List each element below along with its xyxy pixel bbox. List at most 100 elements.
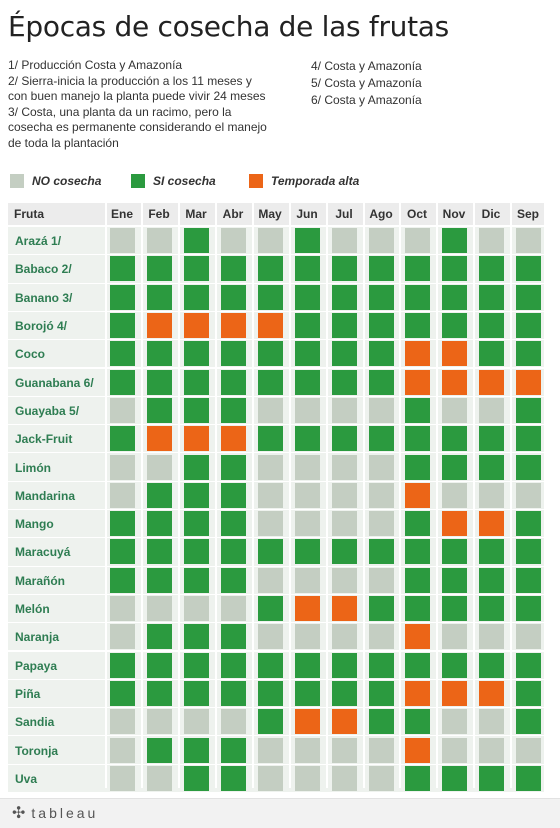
heatmap-cell[interactable] bbox=[109, 284, 135, 310]
heatmap-cell[interactable] bbox=[183, 596, 209, 622]
heatmap-cell[interactable] bbox=[294, 482, 320, 508]
heatmap-cell[interactable] bbox=[183, 369, 209, 395]
heatmap-cell[interactable] bbox=[478, 652, 504, 678]
heatmap-cell[interactable] bbox=[515, 454, 541, 480]
heatmap-cell[interactable] bbox=[404, 341, 430, 367]
heatmap-cell[interactable] bbox=[331, 369, 357, 395]
heatmap-cell[interactable] bbox=[146, 737, 172, 763]
heatmap-cell[interactable] bbox=[109, 652, 135, 678]
heatmap-cell[interactable] bbox=[404, 709, 430, 735]
heatmap-cell[interactable] bbox=[331, 511, 357, 537]
heatmap-cell[interactable] bbox=[441, 313, 467, 339]
heatmap-cell[interactable] bbox=[331, 426, 357, 452]
heatmap-cell[interactable] bbox=[404, 426, 430, 452]
heatmap-cell[interactable] bbox=[368, 313, 394, 339]
heatmap-cell[interactable] bbox=[257, 567, 283, 593]
heatmap-cell[interactable] bbox=[404, 652, 430, 678]
heatmap-cell[interactable] bbox=[441, 511, 467, 537]
heatmap-cell[interactable] bbox=[146, 482, 172, 508]
heatmap-cell[interactable] bbox=[183, 680, 209, 706]
heatmap-cell[interactable] bbox=[183, 737, 209, 763]
heatmap-cell[interactable] bbox=[257, 397, 283, 423]
heatmap-cell[interactable] bbox=[441, 680, 467, 706]
heatmap-cell[interactable] bbox=[220, 596, 246, 622]
heatmap-cell[interactable] bbox=[146, 369, 172, 395]
heatmap-cell[interactable] bbox=[220, 369, 246, 395]
heatmap-cell[interactable] bbox=[478, 454, 504, 480]
heatmap-cell[interactable] bbox=[478, 680, 504, 706]
heatmap-cell[interactable] bbox=[183, 256, 209, 282]
heatmap-cell[interactable] bbox=[257, 624, 283, 650]
heatmap-cell[interactable] bbox=[515, 256, 541, 282]
heatmap-cell[interactable] bbox=[515, 426, 541, 452]
heatmap-cell[interactable] bbox=[294, 624, 320, 650]
heatmap-cell[interactable] bbox=[220, 426, 246, 452]
heatmap-cell[interactable] bbox=[478, 397, 504, 423]
heatmap-cell[interactable] bbox=[515, 680, 541, 706]
heatmap-cell[interactable] bbox=[183, 454, 209, 480]
heatmap-cell[interactable] bbox=[257, 369, 283, 395]
heatmap-cell[interactable] bbox=[257, 765, 283, 791]
heatmap-cell[interactable] bbox=[331, 341, 357, 367]
heatmap-cell[interactable] bbox=[441, 567, 467, 593]
heatmap-cell[interactable] bbox=[441, 737, 467, 763]
heatmap-cell[interactable] bbox=[404, 228, 430, 254]
heatmap-cell[interactable] bbox=[331, 737, 357, 763]
heatmap-cell[interactable] bbox=[478, 596, 504, 622]
heatmap-cell[interactable] bbox=[515, 511, 541, 537]
heatmap-cell[interactable] bbox=[441, 709, 467, 735]
heatmap-cell[interactable] bbox=[515, 341, 541, 367]
heatmap-cell[interactable] bbox=[515, 284, 541, 310]
heatmap-cell[interactable] bbox=[441, 397, 467, 423]
heatmap-cell[interactable] bbox=[146, 765, 172, 791]
heatmap-cell[interactable] bbox=[183, 228, 209, 254]
heatmap-cell[interactable] bbox=[478, 228, 504, 254]
heatmap-cell[interactable] bbox=[183, 765, 209, 791]
heatmap-cell[interactable] bbox=[220, 256, 246, 282]
heatmap-cell[interactable] bbox=[515, 228, 541, 254]
heatmap-cell[interactable] bbox=[331, 482, 357, 508]
heatmap-cell[interactable] bbox=[257, 284, 283, 310]
legend-item-temporada-alta[interactable]: Temporada alta bbox=[249, 172, 359, 190]
heatmap-cell[interactable] bbox=[257, 256, 283, 282]
heatmap-cell[interactable] bbox=[331, 652, 357, 678]
heatmap-cell[interactable] bbox=[441, 652, 467, 678]
heatmap-cell[interactable] bbox=[515, 369, 541, 395]
heatmap-cell[interactable] bbox=[220, 567, 246, 593]
heatmap-cell[interactable] bbox=[441, 539, 467, 565]
heatmap-cell[interactable] bbox=[368, 709, 394, 735]
heatmap-cell[interactable] bbox=[109, 256, 135, 282]
heatmap-cell[interactable] bbox=[441, 426, 467, 452]
heatmap-cell[interactable] bbox=[331, 709, 357, 735]
heatmap-cell[interactable] bbox=[368, 765, 394, 791]
heatmap-cell[interactable] bbox=[220, 652, 246, 678]
heatmap-cell[interactable] bbox=[257, 228, 283, 254]
heatmap-cell[interactable] bbox=[257, 596, 283, 622]
heatmap-cell[interactable] bbox=[404, 511, 430, 537]
heatmap-cell[interactable] bbox=[441, 765, 467, 791]
heatmap-cell[interactable] bbox=[368, 624, 394, 650]
heatmap-cell[interactable] bbox=[109, 482, 135, 508]
heatmap-cell[interactable] bbox=[515, 397, 541, 423]
heatmap-cell[interactable] bbox=[478, 511, 504, 537]
heatmap-cell[interactable] bbox=[109, 680, 135, 706]
heatmap-cell[interactable] bbox=[294, 454, 320, 480]
heatmap-cell[interactable] bbox=[294, 397, 320, 423]
heatmap-cell[interactable] bbox=[257, 482, 283, 508]
heatmap-cell[interactable] bbox=[109, 765, 135, 791]
heatmap-cell[interactable] bbox=[331, 539, 357, 565]
heatmap-cell[interactable] bbox=[294, 737, 320, 763]
heatmap-cell[interactable] bbox=[109, 369, 135, 395]
heatmap-cell[interactable] bbox=[441, 454, 467, 480]
heatmap-cell[interactable] bbox=[441, 256, 467, 282]
heatmap-cell[interactable] bbox=[257, 680, 283, 706]
legend-item-no-cosecha[interactable]: NO cosecha bbox=[10, 172, 101, 190]
heatmap-cell[interactable] bbox=[109, 454, 135, 480]
heatmap-cell[interactable] bbox=[368, 369, 394, 395]
heatmap-cell[interactable] bbox=[257, 539, 283, 565]
heatmap-cell[interactable] bbox=[515, 652, 541, 678]
tableau-logo[interactable]: ✣ tableau bbox=[12, 803, 98, 823]
heatmap-cell[interactable] bbox=[146, 567, 172, 593]
legend-item-si-cosecha[interactable]: SI cosecha bbox=[131, 172, 216, 190]
heatmap-cell[interactable] bbox=[183, 709, 209, 735]
